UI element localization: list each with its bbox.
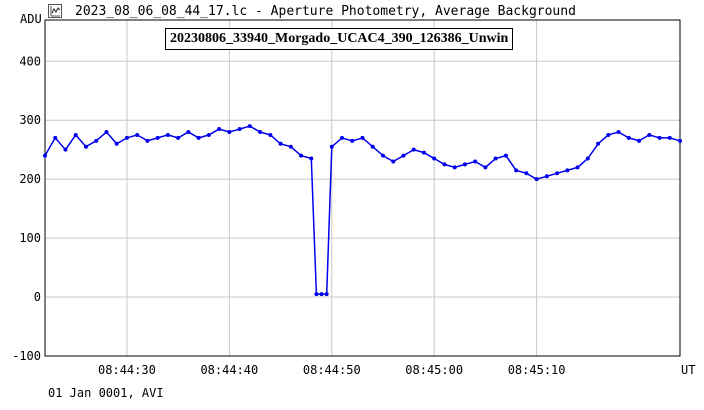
data-point [678, 138, 682, 143]
x-tick-label: 08:44:50 [303, 363, 361, 377]
data-point [217, 127, 222, 132]
plot-frame [44, 19, 681, 357]
data-point [135, 132, 140, 137]
data-point [575, 165, 580, 170]
data-point [145, 138, 150, 143]
chart-app-icon[interactable] [48, 4, 62, 18]
x-tick-label: 08:44:40 [200, 363, 258, 377]
chart-title: 20230806_33940_Morgado_UCAC4_390_126386_… [165, 28, 514, 50]
data-point [442, 162, 447, 167]
data-point [247, 124, 252, 129]
data-point [206, 132, 211, 137]
data-point [114, 141, 119, 146]
data-point [268, 132, 273, 137]
y-tick-label: 100 [19, 231, 41, 245]
data-point [278, 141, 283, 146]
data-point [626, 135, 631, 140]
data-point [555, 171, 560, 176]
data-point [452, 165, 457, 170]
x-tick-label: 08:45:00 [405, 363, 463, 377]
data-point [329, 144, 334, 149]
x-axis-label: UT [681, 363, 695, 377]
x-tick-label: 08:45:10 [508, 363, 566, 377]
data-point [314, 292, 319, 297]
data-point [514, 168, 519, 173]
y-tick-labels: -100 0 100 200 300 400 [12, 54, 41, 363]
grid-lines [45, 20, 680, 357]
data-point [585, 156, 590, 161]
data-point [637, 138, 642, 143]
data-point [186, 130, 191, 134]
series-line [43, 124, 682, 297]
data-point [165, 132, 170, 137]
y-tick-label: 400 [19, 54, 41, 68]
data-point [421, 150, 426, 155]
data-point [596, 141, 601, 146]
data-point [299, 153, 304, 158]
data-point [340, 135, 345, 140]
data-point [53, 135, 58, 140]
data-point [237, 127, 242, 132]
data-point [432, 156, 437, 161]
window-title: 2023_08_06_08_44_17.lc - Aperture Photom… [75, 4, 576, 19]
data-point [288, 144, 293, 149]
data-point [319, 292, 324, 297]
footer-text: 01 Jan 0001, AVI [48, 386, 164, 400]
data-point [524, 171, 529, 176]
data-point [657, 135, 662, 140]
y-axis-label: ADU [20, 12, 42, 26]
data-point [606, 132, 611, 137]
data-point [544, 174, 549, 179]
x-tick-label: 08:44:30 [98, 363, 156, 377]
data-point [370, 144, 375, 149]
data-point [83, 144, 88, 149]
data-point [616, 130, 621, 134]
data-point [350, 138, 355, 143]
data-point [380, 153, 385, 158]
window-titlebar: 2023_08_06_08_44_17.lc - Aperture Photom… [0, 0, 704, 22]
data-point [94, 138, 99, 143]
y-tick-label: 300 [19, 113, 41, 127]
data-point [667, 135, 672, 140]
data-point [43, 153, 47, 158]
y-tick-label: 200 [19, 172, 41, 186]
data-point [473, 159, 478, 164]
data-point [227, 130, 232, 134]
data-point [503, 153, 508, 158]
data-point [155, 135, 160, 140]
data-point [63, 147, 68, 152]
data-point [176, 135, 181, 140]
data-point [73, 132, 78, 137]
data-point [324, 292, 329, 297]
data-point [411, 147, 416, 152]
data-point [309, 156, 314, 161]
data-point [104, 130, 109, 134]
y-tick-label: -100 [12, 349, 41, 363]
data-point [462, 162, 467, 167]
data-point [391, 159, 396, 164]
y-tick-label: 0 [34, 290, 41, 304]
data-point [124, 135, 129, 140]
x-tick-labels: 08:44:30 08:44:40 08:44:50 08:45:00 08:45:10 [98, 363, 565, 377]
data-point [401, 153, 406, 158]
data-point [360, 135, 365, 140]
data-point [196, 135, 201, 140]
data-point [483, 165, 488, 170]
data-point [493, 156, 498, 161]
data-point [565, 168, 570, 173]
data-point [647, 132, 652, 137]
data-point [534, 177, 539, 182]
series-polyline [44, 125, 681, 295]
data-point [258, 130, 263, 134]
